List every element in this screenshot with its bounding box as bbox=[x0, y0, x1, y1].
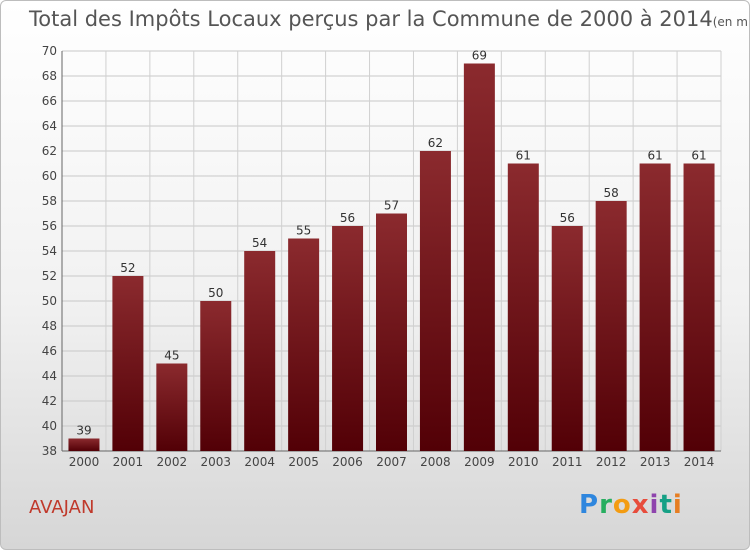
value-label: 61 bbox=[516, 149, 531, 163]
bar-2014 bbox=[684, 164, 715, 452]
y-tick-label: 54 bbox=[42, 244, 57, 258]
logo-letter: x bbox=[632, 490, 650, 520]
bar-2005 bbox=[288, 239, 319, 452]
logo-letter: r bbox=[599, 490, 613, 520]
value-label: 61 bbox=[647, 149, 662, 163]
logo-letter: i bbox=[673, 490, 683, 520]
bar-2001 bbox=[112, 276, 143, 451]
y-tick-label: 46 bbox=[42, 344, 57, 358]
value-label: 45 bbox=[164, 349, 179, 363]
logo-letter: P bbox=[579, 490, 599, 520]
x-tick-label: 2014 bbox=[684, 455, 715, 469]
x-tick-label: 2013 bbox=[640, 455, 671, 469]
value-label: 56 bbox=[560, 211, 575, 225]
y-tick-label: 68 bbox=[42, 69, 57, 83]
x-tick-label: 2010 bbox=[508, 455, 539, 469]
y-tick-label: 40 bbox=[42, 419, 57, 433]
commune-name: AVAJAN bbox=[29, 497, 94, 518]
x-tick-label: 2006 bbox=[332, 455, 363, 469]
y-tick-label: 50 bbox=[42, 294, 57, 308]
bar-2013 bbox=[640, 164, 671, 452]
logo-letter: t bbox=[659, 490, 672, 520]
y-tick-label: 42 bbox=[42, 394, 57, 408]
x-tick-label: 2012 bbox=[596, 455, 627, 469]
bar-2012 bbox=[596, 201, 627, 451]
value-label: 54 bbox=[252, 236, 267, 250]
x-tick-label: 2011 bbox=[552, 455, 583, 469]
y-tick-label: 48 bbox=[42, 319, 57, 333]
bar-2004 bbox=[244, 251, 275, 451]
bar-2000 bbox=[68, 439, 99, 452]
y-tick-label: 70 bbox=[42, 44, 57, 58]
value-label: 61 bbox=[691, 149, 706, 163]
x-tick-label: 2000 bbox=[69, 455, 100, 469]
proxiti-logo: Proxiti bbox=[579, 490, 683, 520]
value-label: 52 bbox=[120, 261, 135, 275]
x-tick-label: 2008 bbox=[420, 455, 451, 469]
y-tick-label: 64 bbox=[42, 119, 57, 133]
y-tick-label: 58 bbox=[42, 194, 57, 208]
x-tick-label: 2009 bbox=[464, 455, 495, 469]
x-tick-label: 2003 bbox=[200, 455, 231, 469]
value-label: 50 bbox=[208, 286, 223, 300]
value-label: 57 bbox=[384, 199, 399, 213]
x-tick-label: 2004 bbox=[244, 455, 275, 469]
y-tick-label: 52 bbox=[42, 269, 57, 283]
x-tick-label: 2002 bbox=[157, 455, 188, 469]
bar-2008 bbox=[420, 151, 451, 451]
y-tick-label: 66 bbox=[42, 94, 57, 108]
y-tick-label: 56 bbox=[42, 219, 57, 233]
logo-letter: i bbox=[650, 490, 660, 520]
bar-2009 bbox=[464, 64, 495, 452]
y-tick-label: 44 bbox=[42, 369, 57, 383]
bar-2007 bbox=[376, 214, 407, 452]
logo-letter: o bbox=[613, 490, 632, 520]
bar-2011 bbox=[552, 226, 583, 451]
value-label: 39 bbox=[76, 424, 91, 438]
value-label: 62 bbox=[428, 136, 443, 150]
y-tick-label: 60 bbox=[42, 169, 57, 183]
bar-2002 bbox=[156, 364, 187, 452]
x-tick-label: 2001 bbox=[113, 455, 144, 469]
x-tick-label: 2005 bbox=[288, 455, 319, 469]
bar-2003 bbox=[200, 301, 231, 451]
value-label: 58 bbox=[604, 186, 619, 200]
y-tick-label: 38 bbox=[42, 444, 57, 458]
value-label: 56 bbox=[340, 211, 355, 225]
bar-2006 bbox=[332, 226, 363, 451]
bar-2010 bbox=[508, 164, 539, 452]
x-tick-label: 2007 bbox=[376, 455, 407, 469]
bars bbox=[68, 64, 714, 452]
value-label: 55 bbox=[296, 224, 311, 238]
y-tick-label: 62 bbox=[42, 144, 57, 158]
value-label: 69 bbox=[472, 49, 487, 63]
